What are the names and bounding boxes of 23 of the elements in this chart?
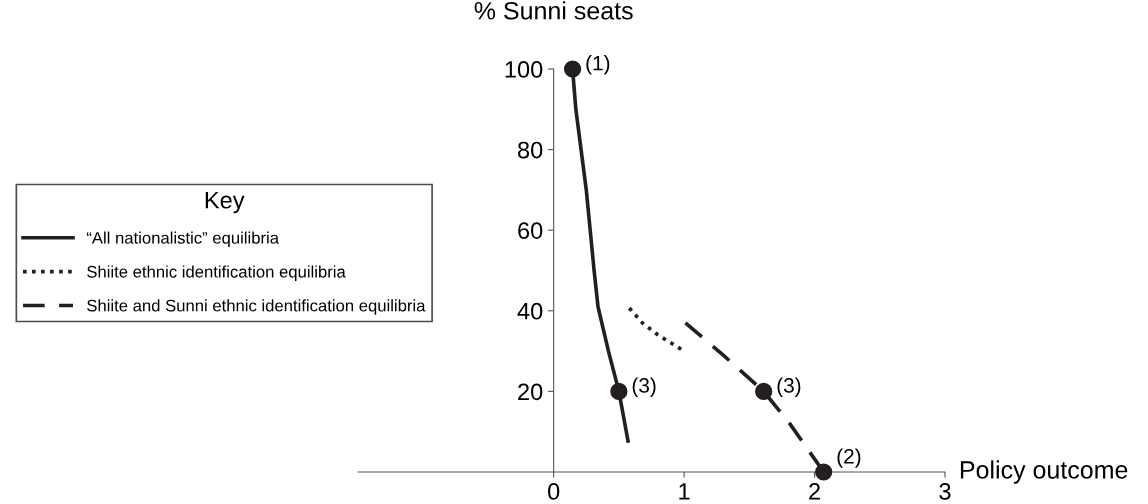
x-tick-label: 1 [679, 483, 690, 500]
point [563, 60, 582, 78]
annotation: (3) [777, 377, 801, 397]
annotation: (2) [837, 448, 861, 468]
x-tick-label: 3 [939, 483, 951, 500]
y-tick-label: 40 [517, 302, 543, 320]
x-tick-label: 2 [809, 483, 820, 500]
point [610, 382, 628, 401]
point [755, 382, 773, 401]
annotation: (1) [586, 55, 610, 75]
y-axis-title: % Sunni seats [474, 1, 633, 20]
y-tick-label: 20 [518, 383, 543, 401]
x-axis-title: Policy outcome [960, 460, 1128, 484]
y-tick-label: 100 [505, 61, 543, 78]
y-tick-label: 60 [518, 222, 543, 239]
annotation: (3) [632, 377, 656, 397]
y-tick-label: 80 [518, 141, 543, 159]
legend-label: “All nationalistic” equilibria [86, 231, 280, 248]
legend-title: Key [205, 192, 245, 214]
legend-label: Shiite ethnic identification equilibria [87, 265, 346, 281]
point [815, 463, 833, 481]
legend-label: Shiite and Sunni ethnic identification equilibria [87, 299, 426, 315]
x-tick-label: 0 [548, 483, 560, 500]
